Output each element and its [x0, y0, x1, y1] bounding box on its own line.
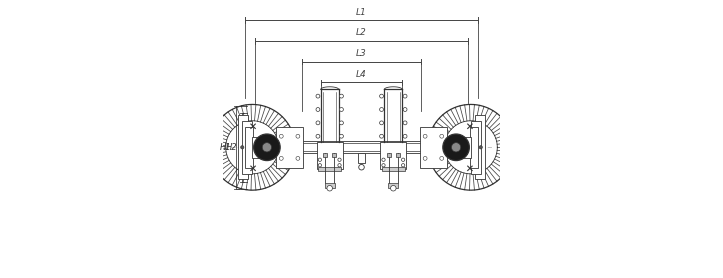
Text: L3: L3	[356, 49, 367, 58]
Circle shape	[380, 134, 383, 138]
Circle shape	[318, 158, 322, 162]
Bar	[245, 126, 253, 168]
Circle shape	[338, 164, 341, 167]
Circle shape	[296, 157, 300, 160]
Circle shape	[254, 134, 281, 161]
Text: L2: L2	[356, 28, 367, 38]
Bar	[275, 126, 304, 168]
Text: L4: L4	[356, 70, 367, 79]
Bar	[318, 167, 341, 171]
Circle shape	[327, 185, 333, 191]
Circle shape	[316, 121, 320, 125]
Bar	[256, 140, 262, 154]
Bar	[242, 121, 252, 173]
Circle shape	[440, 134, 444, 138]
Bar	[380, 142, 406, 169]
Bar	[382, 167, 405, 171]
Bar	[252, 137, 262, 158]
Circle shape	[316, 134, 320, 138]
Bar	[358, 153, 365, 163]
Bar	[471, 121, 481, 173]
Circle shape	[451, 143, 461, 152]
Circle shape	[316, 108, 320, 111]
Bar	[387, 153, 391, 157]
Circle shape	[279, 134, 283, 138]
Bar	[475, 115, 485, 179]
Circle shape	[380, 108, 383, 111]
Bar	[323, 153, 328, 157]
Circle shape	[296, 134, 300, 138]
Circle shape	[340, 94, 343, 98]
Bar	[266, 143, 457, 152]
Circle shape	[401, 164, 405, 167]
Bar	[461, 137, 471, 158]
Bar	[419, 126, 448, 168]
Circle shape	[440, 157, 444, 160]
Circle shape	[340, 108, 343, 111]
Circle shape	[359, 165, 364, 170]
Bar	[388, 183, 398, 188]
Circle shape	[423, 134, 427, 138]
Bar	[461, 140, 467, 154]
Bar	[332, 153, 336, 157]
Bar	[395, 153, 400, 157]
Bar	[470, 126, 478, 168]
Circle shape	[241, 146, 244, 149]
Circle shape	[338, 158, 341, 162]
Circle shape	[423, 157, 427, 160]
Circle shape	[390, 185, 396, 191]
Bar	[245, 141, 478, 153]
Circle shape	[316, 94, 320, 98]
Text: L1: L1	[356, 8, 367, 17]
Circle shape	[380, 121, 383, 125]
Circle shape	[403, 94, 407, 98]
Text: H1: H1	[220, 143, 231, 152]
Circle shape	[279, 157, 283, 160]
Bar	[317, 142, 343, 169]
Circle shape	[403, 108, 407, 111]
Circle shape	[340, 121, 343, 125]
Circle shape	[380, 94, 383, 98]
Circle shape	[479, 146, 482, 149]
Bar	[238, 115, 248, 179]
Circle shape	[340, 134, 343, 138]
Circle shape	[382, 164, 385, 167]
Circle shape	[403, 134, 407, 138]
Circle shape	[403, 121, 407, 125]
Circle shape	[382, 158, 385, 162]
Circle shape	[442, 134, 469, 161]
Circle shape	[401, 158, 405, 162]
Bar	[325, 183, 335, 188]
Circle shape	[318, 164, 322, 167]
Text: H2: H2	[226, 143, 237, 152]
Circle shape	[262, 143, 272, 152]
